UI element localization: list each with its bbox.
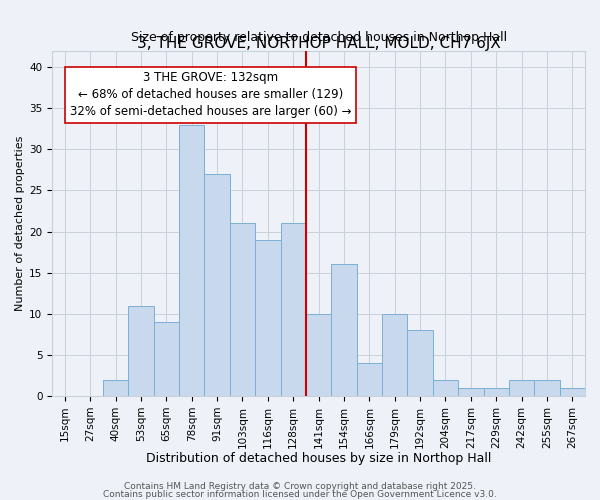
Bar xyxy=(484,388,509,396)
Bar xyxy=(382,314,407,396)
Bar xyxy=(128,306,154,396)
Bar xyxy=(534,380,560,396)
Text: Size of property relative to detached houses in Northop Hall: Size of property relative to detached ho… xyxy=(131,31,506,44)
Bar xyxy=(560,388,585,396)
Text: Contains public sector information licensed under the Open Government Licence v3: Contains public sector information licen… xyxy=(103,490,497,499)
Text: Contains HM Land Registry data © Crown copyright and database right 2025.: Contains HM Land Registry data © Crown c… xyxy=(124,482,476,491)
Bar xyxy=(407,330,433,396)
Bar xyxy=(103,380,128,396)
Bar xyxy=(154,322,179,396)
Bar xyxy=(331,264,356,396)
Bar xyxy=(255,240,281,396)
X-axis label: Distribution of detached houses by size in Northop Hall: Distribution of detached houses by size … xyxy=(146,452,491,465)
Text: 3 THE GROVE: 132sqm
← 68% of detached houses are smaller (129)
32% of semi-detac: 3 THE GROVE: 132sqm ← 68% of detached ho… xyxy=(70,72,352,118)
Title: 3, THE GROVE, NORTHOP HALL, MOLD, CH7 6JX: 3, THE GROVE, NORTHOP HALL, MOLD, CH7 6J… xyxy=(137,36,500,51)
Bar xyxy=(306,314,331,396)
Bar xyxy=(458,388,484,396)
Bar xyxy=(230,224,255,396)
Bar xyxy=(179,124,205,396)
Bar xyxy=(281,224,306,396)
Bar xyxy=(356,363,382,396)
Bar xyxy=(509,380,534,396)
Y-axis label: Number of detached properties: Number of detached properties xyxy=(15,136,25,311)
Bar xyxy=(205,174,230,396)
Bar xyxy=(433,380,458,396)
